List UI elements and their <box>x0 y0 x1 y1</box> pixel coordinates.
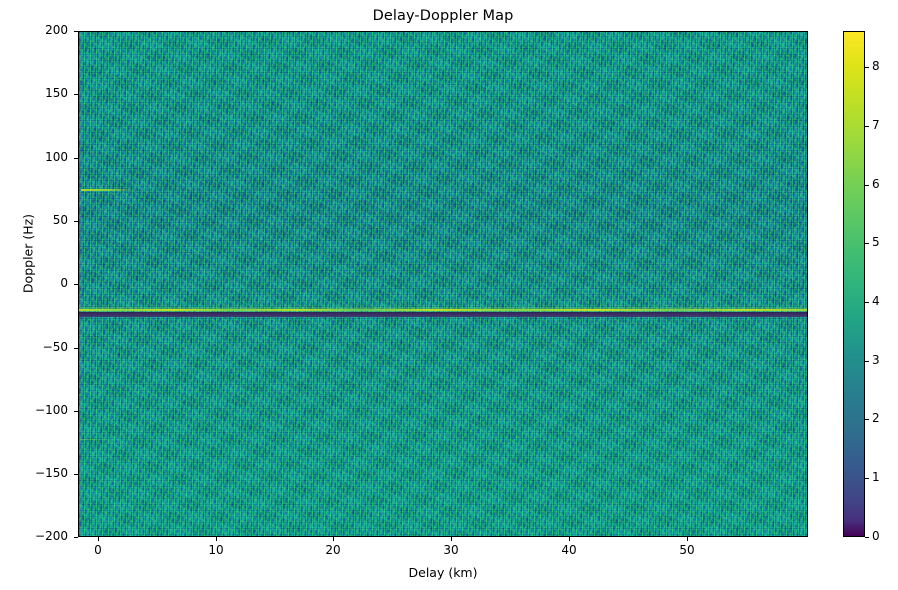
colorbar-tick-mark <box>865 126 869 128</box>
noise-speckle-2 <box>79 32 807 536</box>
x-tick-mark <box>98 537 100 541</box>
chart-title: Delay-Doppler Map <box>372 8 514 24</box>
x-tick-mark <box>333 537 335 541</box>
colorbar[interactable] <box>843 31 865 537</box>
y-tick-mark <box>74 221 78 223</box>
colorbar-tick-mark <box>865 537 869 539</box>
x-tick-label: 20 <box>325 543 341 557</box>
x-tick-label: 10 <box>208 543 224 557</box>
colorbar-tick-mark <box>865 243 869 245</box>
noise-speckle-1 <box>79 32 807 536</box>
colorbar-tick-mark <box>865 361 869 363</box>
noise-grain-layer <box>79 32 807 536</box>
colorbar-tick-mark <box>865 478 869 480</box>
noise-speckle-3 <box>79 32 807 536</box>
x-tick-label: 0 <box>94 543 102 557</box>
y-tick-mark <box>74 348 78 350</box>
dark-sidelobe-band <box>79 312 807 317</box>
y-tick-mark <box>74 474 78 476</box>
x-tick-label: 30 <box>443 543 459 557</box>
colorbar-tick-mark <box>865 419 869 421</box>
y-tick-mark <box>74 94 78 96</box>
x-tick-mark <box>216 537 218 541</box>
x-tick-label: 50 <box>679 543 695 557</box>
x-tick-label: 40 <box>561 543 577 557</box>
colorbar-tick-mark <box>865 67 869 69</box>
noise-speckle-5 <box>79 32 807 536</box>
y-tick-mark <box>74 284 78 286</box>
x-axis-label: Delay (km) <box>408 565 478 580</box>
colorbar-tick-mark <box>865 302 869 304</box>
x-tick-mark <box>687 537 689 541</box>
y-tick-mark <box>74 411 78 413</box>
y-tick-mark <box>74 158 78 160</box>
colorbar-tick-mark <box>865 185 869 187</box>
x-tick-mark <box>569 537 571 541</box>
noise-speckle-4 <box>79 32 807 536</box>
noise-mottle-layer <box>79 32 807 536</box>
y-tick-mark <box>74 31 78 33</box>
y-tick-mark <box>74 537 78 539</box>
x-tick-mark <box>451 537 453 541</box>
y-axis-label: Doppler (Hz) <box>20 213 36 294</box>
positive-doppler-streak <box>81 189 133 191</box>
heatmap-image <box>79 32 807 536</box>
negative-doppler-streak <box>81 439 115 441</box>
zero-doppler-ridge <box>79 309 807 312</box>
heatmap-axes[interactable] <box>78 31 808 537</box>
